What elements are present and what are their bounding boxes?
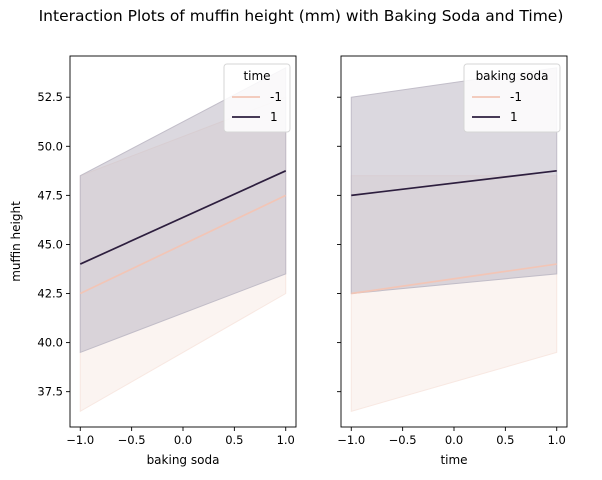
right-panel: −1.0 −0.5 0.0 0.5 1.0 time baking soda -1 1 [337, 55, 568, 467]
y-tick-label: 40.0 [37, 336, 63, 350]
y-tick-label: 45.0 [37, 237, 63, 251]
legend-label: -1 [270, 90, 282, 104]
y-tick-label: 37.5 [37, 385, 63, 399]
y-tick-label: 42.5 [37, 287, 63, 301]
y-tick-label: 50.0 [37, 139, 63, 153]
legend-box [223, 63, 291, 133]
figure-title: Interaction Plots of muffin height (mm) … [38, 7, 564, 25]
x-tick-label: 0.0 [445, 433, 463, 447]
x-tick-label: −1.0 [337, 433, 365, 447]
y-axis-label: muffin height [9, 201, 23, 282]
x-axis-label: time [440, 453, 467, 467]
x-axis-label: baking soda [147, 453, 220, 467]
series-line-pos [79, 170, 287, 265]
y-tick-label: 47.5 [37, 188, 63, 202]
x-tick-label: 0.5 [225, 433, 243, 447]
legend-box [463, 63, 561, 133]
legend-label: 1 [270, 110, 278, 124]
legend-title: baking soda [476, 69, 549, 83]
legend-title: time [243, 69, 270, 83]
x-tick-label: 0.5 [496, 433, 514, 447]
x-tick-label: 0.0 [174, 433, 192, 447]
legend-label: 1 [510, 110, 518, 124]
x-tick-label: 1.0 [277, 433, 295, 447]
x-tick-label: 1.0 [548, 433, 566, 447]
left-panel: −1.0 −0.5 0.0 0.5 1.0 37.5 40.0 42.5 45.0 47.5 50.… [9, 55, 297, 467]
series-line-neg [79, 194, 287, 295]
legend-label: -1 [510, 90, 522, 104]
x-tick-label: −0.5 [389, 433, 417, 447]
x-tick-label: −1.0 [66, 433, 94, 447]
x-tick-label: −0.5 [118, 433, 146, 447]
y-tick-label: 52.5 [37, 90, 63, 104]
series-line-neg [351, 263, 557, 295]
series-line-pos [351, 169, 557, 197]
